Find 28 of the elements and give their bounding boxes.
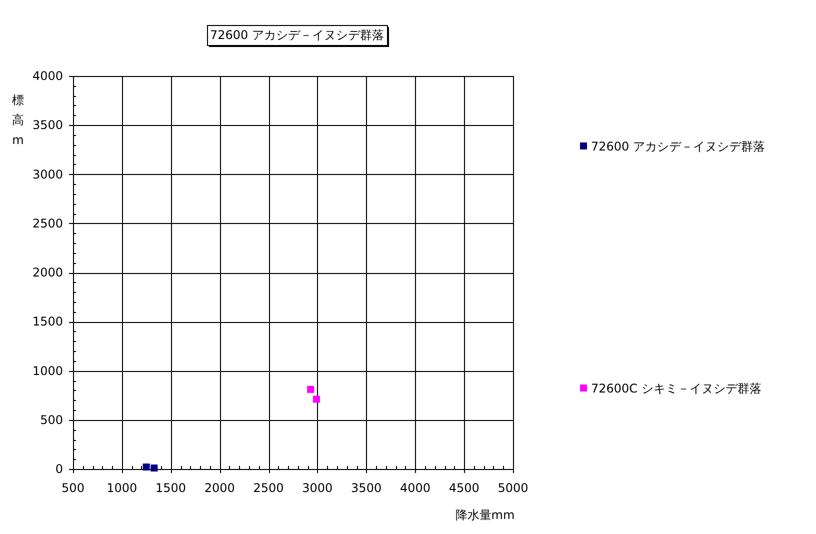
point (150, 464, 158, 472)
x-tick-label: 1500 (156, 481, 186, 495)
chart-title: 72600 アカシデ－イヌシデ群落 (210, 28, 384, 42)
point (307, 386, 314, 393)
x-tick-label: 2500 (253, 481, 284, 495)
point (142, 464, 150, 471)
y-tick-label: 2000 (32, 266, 63, 280)
x-tick-label: 4500 (448, 481, 480, 495)
x-tick-label: 4000 (400, 481, 430, 495)
x-tick-label: 1000 (106, 481, 138, 495)
x-tick-label: 3500 (351, 481, 382, 495)
y-tick-label: 1500 (32, 314, 63, 329)
x-tick-label: 500 (62, 481, 84, 495)
y-tick-label: 4000 (32, 69, 63, 83)
y-tick-label: 500 (40, 412, 63, 427)
x-axis-title: 降水量mm (455, 508, 515, 522)
y-tick-label: 1000 (32, 364, 63, 378)
y-tick-label: 3500 (32, 118, 63, 132)
legend-label: 72600C シキミ－イヌシデ群落 (591, 382, 762, 396)
point (312, 396, 320, 403)
y-tick-label: 2500 (32, 216, 63, 230)
x-tick-label: 5000 (498, 481, 528, 495)
y-axis-title: 標高m (12, 93, 24, 147)
x-tick-label: 2000 (204, 481, 235, 495)
y-tick-label: 3000 (32, 167, 63, 182)
legend-label: 72600 アカシデ－イヌシデ群落 (591, 139, 765, 154)
x-tick-label: 3000 (302, 481, 333, 495)
y-tick-label: 0 (55, 462, 63, 476)
